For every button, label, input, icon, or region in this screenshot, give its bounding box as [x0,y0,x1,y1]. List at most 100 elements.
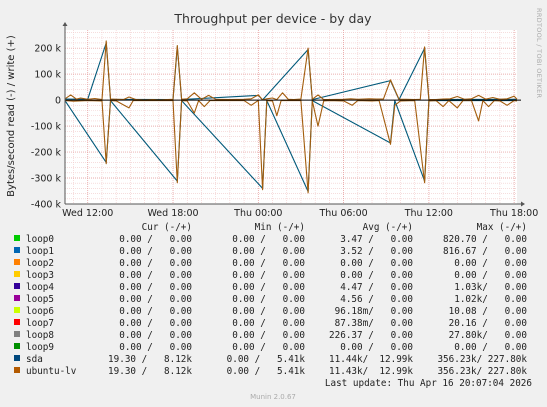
legend-avg-ubuntu-lv: 11.43k/ 12.99k [329,366,413,377]
series-line-sda-read [64,100,517,193]
legend-header-max: Max (-/+) [477,222,527,233]
legend-max-loop4: 1.03k/ 0.00 [454,282,527,293]
legend-min-loop6: 0.00 / 0.00 [232,306,305,317]
legend-min-ubuntu-lv: 0.00 / 5.41k [227,366,306,377]
rrdtool-credit: RRDTOOL / TOBI OETIKER [535,8,543,98]
legend: Cur (-/+) Min (-/+) Avg (-/+) Max (-/+) … [14,222,527,377]
legend-min-loop3: 0.00 / 0.00 [232,270,305,281]
munin-version: Munin 2.0.67 [250,393,296,401]
legend-swatch-loop8 [14,331,20,337]
legend-min-loop2: 0.00 / 0.00 [232,258,305,269]
last-update: Last update: Thu Apr 16 20:07:04 2026 [325,378,532,389]
legend-cur-loop3: 0.00 / 0.00 [119,270,192,281]
x-ticks: Wed 12:00 Wed 18:00 Thu 00:00 Thu 06:00 Thu … [62,208,538,219]
y-tick-label: -300 k [31,174,62,185]
legend-avg-loop1: 3.52 / 0.00 [340,246,413,257]
y-tick-label: 0 [55,96,61,107]
series-line-ubuntu-lv-write [64,40,518,101]
legend-max-loop3: 0.00 / 0.00 [454,270,527,281]
y-tick-label: -200 k [31,148,62,159]
legend-name-loop5: loop5 [26,294,54,305]
legend-swatch-loop2 [14,259,20,265]
legend-name-loop1: loop1 [26,246,54,257]
legend-min-loop9: 0.00 / 0.00 [232,342,305,353]
legend-avg-loop4: 4.47 / 0.00 [340,282,413,293]
legend-max-sda: 356.23k/ 227.80k [437,354,527,365]
legend-avg-loop7: 87.38m/ 0.00 [335,318,413,329]
legend-max-loop9: 0.00 / 0.00 [454,342,527,353]
legend-avg-loop3: 0.00 / 0.00 [340,270,413,281]
x-tick-label: Thu 12:00 [404,208,453,219]
legend-swatch-loop5 [14,295,20,301]
y-tick-label: -400 k [31,200,62,211]
legend-swatch-loop1 [14,247,20,253]
legend-max-loop2: 0.00 / 0.00 [454,258,527,269]
y-tick-label: -100 k [31,122,62,133]
legend-name-loop2: loop2 [26,258,54,269]
legend-cur-loop8: 0.00 / 0.00 [119,330,192,341]
legend-avg-loop5: 4.56 / 0.00 [340,294,413,305]
x-tick-label: Thu 00:00 [233,208,282,219]
legend-max-loop5: 1.02k/ 0.00 [454,294,527,305]
legend-avg-loop8: 226.37 / 0.00 [329,330,413,341]
legend-cur-loop1: 0.00 / 0.00 [119,246,192,257]
legend-name-loop7: loop7 [26,318,54,329]
legend-swatch-loop7 [14,319,20,325]
legend-swatch-loop0 [14,235,20,241]
legend-swatch-loop9 [14,343,20,349]
legend-min-loop5: 0.00 / 0.00 [232,294,305,305]
y-axis-arrow [62,22,68,26]
legend-swatch-ubuntu-lv [14,367,20,373]
legend-min-loop8: 0.00 / 0.00 [232,330,305,341]
legend-max-ubuntu-lv: 356.23k/ 227.80k [437,366,527,377]
legend-max-loop1: 816.67 / 0.00 [443,246,527,257]
legend-header-min: Min (-/+) [255,222,305,233]
legend-min-sda: 0.00 / 5.41k [227,354,306,365]
legend-avg-loop2: 0.00 / 0.00 [340,258,413,269]
x-tick-label: Wed 18:00 [147,208,198,219]
legend-cur-loop9: 0.00 / 0.00 [119,342,192,353]
legend-avg-loop0: 3.47 / 0.00 [340,234,413,245]
legend-header-avg: Avg (-/+) [363,222,413,233]
legend-cur-loop0: 0.00 / 0.00 [119,234,192,245]
x-tick-label: Thu 06:00 [318,208,367,219]
plot-area [65,30,517,204]
legend-name-loop8: loop8 [26,330,54,341]
x-tick-label: Thu 18:00 [489,208,538,219]
legend-cur-loop5: 0.00 / 0.00 [119,294,192,305]
legend-name-ubuntu-lv: ubuntu-lv [26,366,77,377]
legend-cur-loop7: 0.00 / 0.00 [119,318,192,329]
legend-min-loop7: 0.00 / 0.00 [232,318,305,329]
x-tick-label: Wed 12:00 [62,208,113,219]
legend-swatch-sda [14,355,20,361]
legend-cur-sda: 19.30 / 8.12k [108,354,192,365]
chart-title: Throughput per device - by day [173,11,372,26]
legend-name-loop3: loop3 [26,270,54,281]
legend-avg-loop9: 0.00 / 0.00 [340,342,413,353]
legend-max-loop0: 820.70 / 0.00 [443,234,527,245]
legend-max-loop7: 20.16 / 0.00 [449,318,527,329]
grid [65,30,517,205]
legend-cur-loop6: 0.00 / 0.00 [119,306,192,317]
y-tick-label: 100 k [34,70,61,81]
x-axis-arrow [521,201,525,207]
legend-avg-loop6: 96.18m/ 0.00 [335,306,413,317]
legend-avg-sda: 11.44k/ 12.99k [329,354,413,365]
legend-cur-loop2: 0.00 / 0.00 [119,258,192,269]
legend-swatch-loop3 [14,271,20,277]
y-ticks: 200 k 100 k 0 -100 k -200 k -300 k -400 k [31,44,62,211]
legend-max-loop8: 27.80k/ 0.00 [449,330,527,341]
legend-name-loop6: loop6 [26,306,54,317]
legend-name-loop0: loop0 [26,234,54,245]
legend-max-loop6: 10.08 / 0.00 [449,306,527,317]
legend-min-loop4: 0.00 / 0.00 [232,282,305,293]
legend-swatch-loop4 [14,283,20,289]
y-tick-label: 200 k [34,44,61,55]
legend-swatch-loop6 [14,307,20,313]
y-axis-label: Bytes/second read (-) / write (+) [6,35,17,197]
legend-min-loop1: 0.00 / 0.00 [232,246,305,257]
legend-name-sda: sda [26,354,43,365]
legend-header-cur: Cur (-/+) [142,222,192,233]
legend-cur-loop4: 0.00 / 0.00 [119,282,192,293]
